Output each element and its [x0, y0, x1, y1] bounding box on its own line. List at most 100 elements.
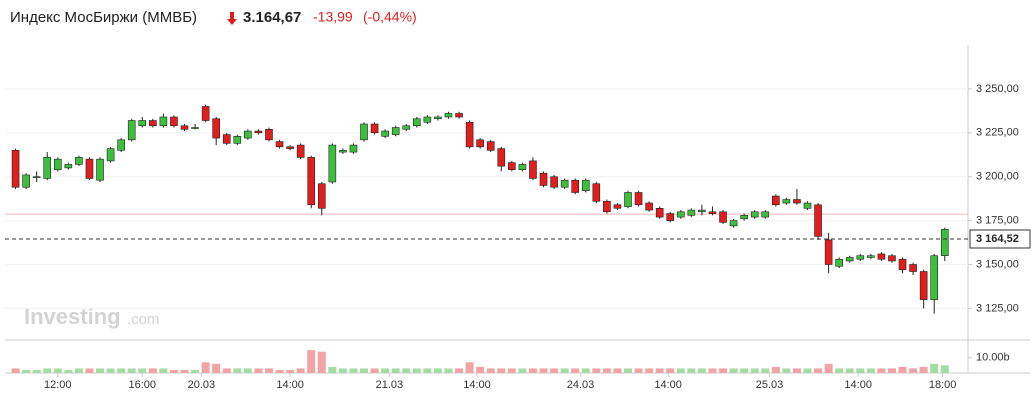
candle-body: [465, 121, 474, 148]
volume-bar: [32, 369, 41, 373]
volume-bar: [792, 368, 801, 373]
candle-body: [740, 215, 748, 220]
volume-bar: [402, 368, 411, 373]
candle-body: [814, 204, 822, 237]
volume-bar: [159, 368, 168, 373]
candle-body: [856, 255, 865, 260]
volume-bar: [486, 368, 495, 373]
volume-bar: [845, 368, 854, 373]
volume-bar: [169, 369, 178, 373]
candle-body: [898, 258, 907, 271]
volume-bar: [476, 366, 485, 373]
candle-body: [550, 176, 558, 188]
candle-body: [613, 204, 622, 209]
volume-bar: [602, 368, 611, 373]
x-tick-label: 12:00: [44, 379, 72, 391]
volume-bar: [581, 368, 590, 373]
candle-body: [508, 162, 516, 170]
candle-body: [603, 200, 611, 213]
y-tick-label: 3 175,00: [976, 215, 1019, 227]
volume-bar: [560, 368, 569, 373]
volume-bar: [317, 351, 326, 373]
x-tick-label: 24.03: [567, 379, 595, 391]
volume-bar: [127, 368, 136, 373]
candle-body: [170, 116, 178, 127]
candle-body: [191, 127, 199, 129]
candle-body: [43, 157, 52, 179]
volume-bar: [666, 368, 675, 373]
candle-body: [930, 255, 939, 300]
x-tick-label: 20.03: [188, 379, 216, 391]
volume-bar: [465, 362, 474, 373]
volume-bar: [117, 368, 126, 373]
volume-bar: [930, 363, 939, 373]
candle-body: [940, 229, 949, 257]
volume-bar: [898, 366, 907, 373]
quote-change: -13,99: [313, 9, 353, 25]
volume-bar: [877, 368, 886, 373]
volume-bar: [655, 368, 664, 373]
volume-bar: [360, 368, 369, 373]
volume-bar: [761, 368, 770, 373]
candle-body: [307, 157, 316, 206]
candle-body: [149, 120, 157, 127]
volume-bar: [74, 368, 83, 373]
last-quote: 3.164,67: [243, 9, 301, 26]
candle-body: [434, 116, 442, 120]
candle-body: [666, 213, 675, 221]
candle-body: [138, 120, 147, 127]
candle-body: [339, 150, 347, 153]
candle-body: [497, 148, 506, 167]
candle-body: [919, 271, 928, 300]
candle-body: [655, 208, 664, 218]
volume-tick-label: 10.00b: [976, 352, 1010, 364]
volume-bar: [64, 369, 73, 373]
watermark: Investing: [24, 304, 121, 329]
volume-bar: [412, 368, 421, 373]
volume-bar: [887, 368, 896, 373]
x-tick-label: 18:00: [929, 379, 957, 391]
candle-body: [772, 195, 780, 206]
volume-bar: [212, 363, 221, 373]
candle-body: [233, 136, 242, 144]
candle-body: [708, 211, 717, 214]
volume-bar: [750, 368, 759, 373]
volume-bar: [613, 368, 622, 373]
volume-bar: [919, 366, 928, 373]
volume-bar: [455, 368, 464, 373]
candle-body: [845, 257, 854, 262]
volume-bar: [138, 368, 147, 373]
candle-body: [201, 106, 210, 121]
volume-bar: [233, 368, 242, 373]
candle-body: [391, 127, 400, 135]
volume-bar: [22, 369, 31, 373]
candle-body: [381, 130, 389, 137]
candle-body: [444, 113, 453, 118]
volume-bar: [507, 368, 516, 373]
quote-change-pct: (-0,44%): [363, 9, 417, 25]
candle-body: [581, 179, 590, 192]
x-tick-label: 25.03: [756, 379, 784, 391]
candle-body: [782, 199, 791, 204]
candle-body: [370, 123, 379, 134]
volume-bar: [85, 368, 94, 373]
candle-body: [750, 211, 759, 218]
volume-bar: [433, 368, 442, 373]
candle-body: [53, 158, 62, 170]
candle-body: [634, 192, 643, 206]
y-tick-label: 3 250,00: [976, 83, 1019, 95]
candle-body: [106, 148, 115, 162]
volume-bar: [708, 368, 717, 373]
candle-body: [349, 144, 358, 153]
volume-bar: [645, 368, 654, 373]
candle-body: [486, 141, 495, 151]
candle-body: [328, 144, 337, 183]
candle-body: [222, 134, 231, 144]
last-price-box: [969, 229, 1031, 249]
candle-body: [244, 130, 252, 139]
candle-body: [476, 139, 484, 148]
volume-bar: [349, 368, 358, 373]
candle-body: [571, 179, 579, 193]
candle-body: [560, 179, 569, 188]
